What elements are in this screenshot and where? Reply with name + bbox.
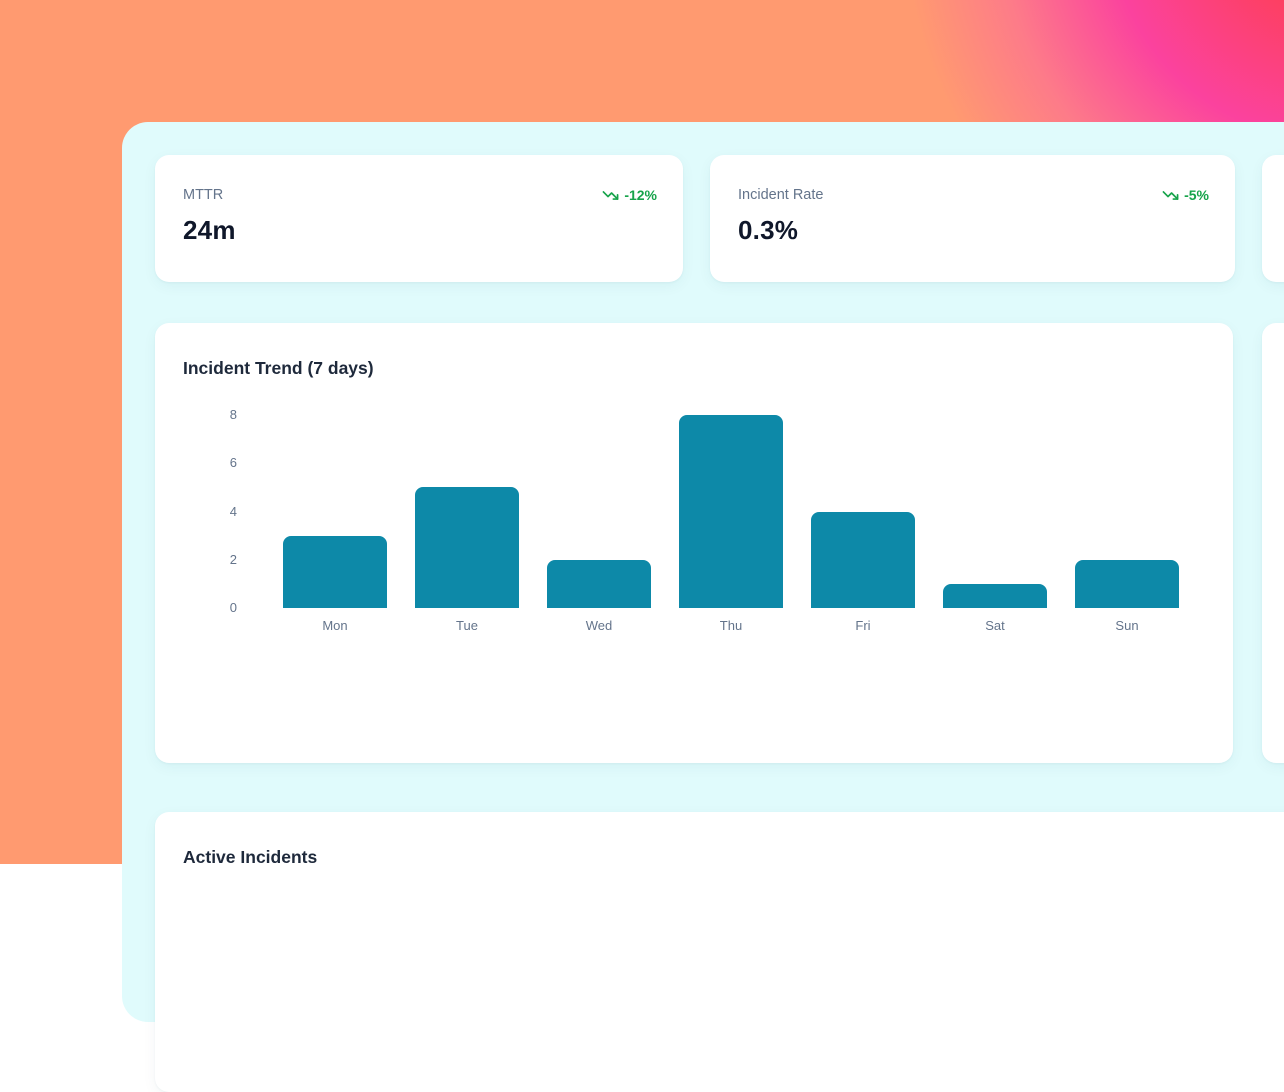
y-axis-tick: 0 xyxy=(229,600,237,615)
y-axis-ticks: 0 2 4 6 8 xyxy=(155,407,237,615)
trending-down-icon xyxy=(602,190,619,200)
chart-bar-tue xyxy=(415,487,519,608)
chart-bar-slot: Tue xyxy=(401,408,533,633)
chart-bar-sun xyxy=(1075,559,1179,608)
metric-card-header: Incident Rate -5% xyxy=(738,185,1209,205)
metric-trend-value: -5% xyxy=(1184,187,1209,203)
chart-plot: Mon Tue Wed Thu Fri Sat Sun xyxy=(269,408,1193,633)
x-axis-label: Sat xyxy=(985,618,1005,633)
active-incidents-title: Active Incidents xyxy=(183,847,318,867)
chart-bar-slot: Thu xyxy=(665,408,797,633)
metric-card-partial xyxy=(1262,155,1284,282)
metric-label: Incident Rate xyxy=(738,187,824,203)
chart-bar-slot: Sun xyxy=(1061,408,1193,633)
trending-down-icon xyxy=(1162,190,1179,200)
metric-card-header: MTTR -12% xyxy=(183,185,657,205)
x-axis-label: Mon xyxy=(322,618,348,633)
metric-trend: -5% xyxy=(1162,185,1209,205)
metric-label: MTTR xyxy=(183,187,224,203)
side-card-partial xyxy=(1262,323,1284,763)
chart-title: Incident Trend (7 days) xyxy=(183,358,374,378)
x-axis-label: Thu xyxy=(719,618,743,633)
y-axis-tick: 2 xyxy=(229,551,237,567)
x-axis-label: Fri xyxy=(855,618,871,633)
metric-trend-value: -12% xyxy=(624,187,657,203)
dashboard-panel: MTTR -12% 24m Incident Rate -5% 0.3% xyxy=(122,122,1284,1092)
chart-bar-slot: Wed xyxy=(533,408,665,633)
x-axis-label: Tue xyxy=(456,618,478,633)
chart-bar-fri xyxy=(811,511,915,608)
chart-bar-wed xyxy=(547,559,651,608)
x-axis-label: Wed xyxy=(585,618,613,633)
metric-trend: -12% xyxy=(602,185,657,205)
chart-bar-slot: Mon xyxy=(269,408,401,633)
metric-value: 0.3% xyxy=(738,215,799,245)
metric-card-mttr: MTTR -12% 24m xyxy=(155,155,683,282)
active-incidents-card: Active Incidents xyxy=(155,812,1284,1092)
chart-bar-slot: Fri xyxy=(797,408,929,633)
x-axis-label: Sun xyxy=(1115,618,1139,633)
metric-card-incident-rate: Incident Rate -5% 0.3% xyxy=(710,155,1235,282)
y-axis-tick: 6 xyxy=(229,455,237,471)
bar-chart: 0 2 4 6 8 Mon Tue Wed Thu Fri Sat Sun xyxy=(155,323,1233,763)
screenshot-root: { "metrics": [ { "label": "MTTR", "value… xyxy=(0,0,1284,1022)
chart-bar-mon xyxy=(283,535,387,608)
chart-bar-thu xyxy=(679,415,783,608)
chart-bar-slot: Sat xyxy=(929,408,1061,633)
y-axis-tick: 4 xyxy=(229,503,237,519)
metric-value: 24m xyxy=(183,215,236,245)
chart-bar-sat xyxy=(943,583,1047,608)
incident-trend-card: Incident Trend (7 days) 0 2 4 6 8 Mon Tue Wed T… xyxy=(155,323,1233,763)
y-axis-tick: 8 xyxy=(229,407,237,422)
